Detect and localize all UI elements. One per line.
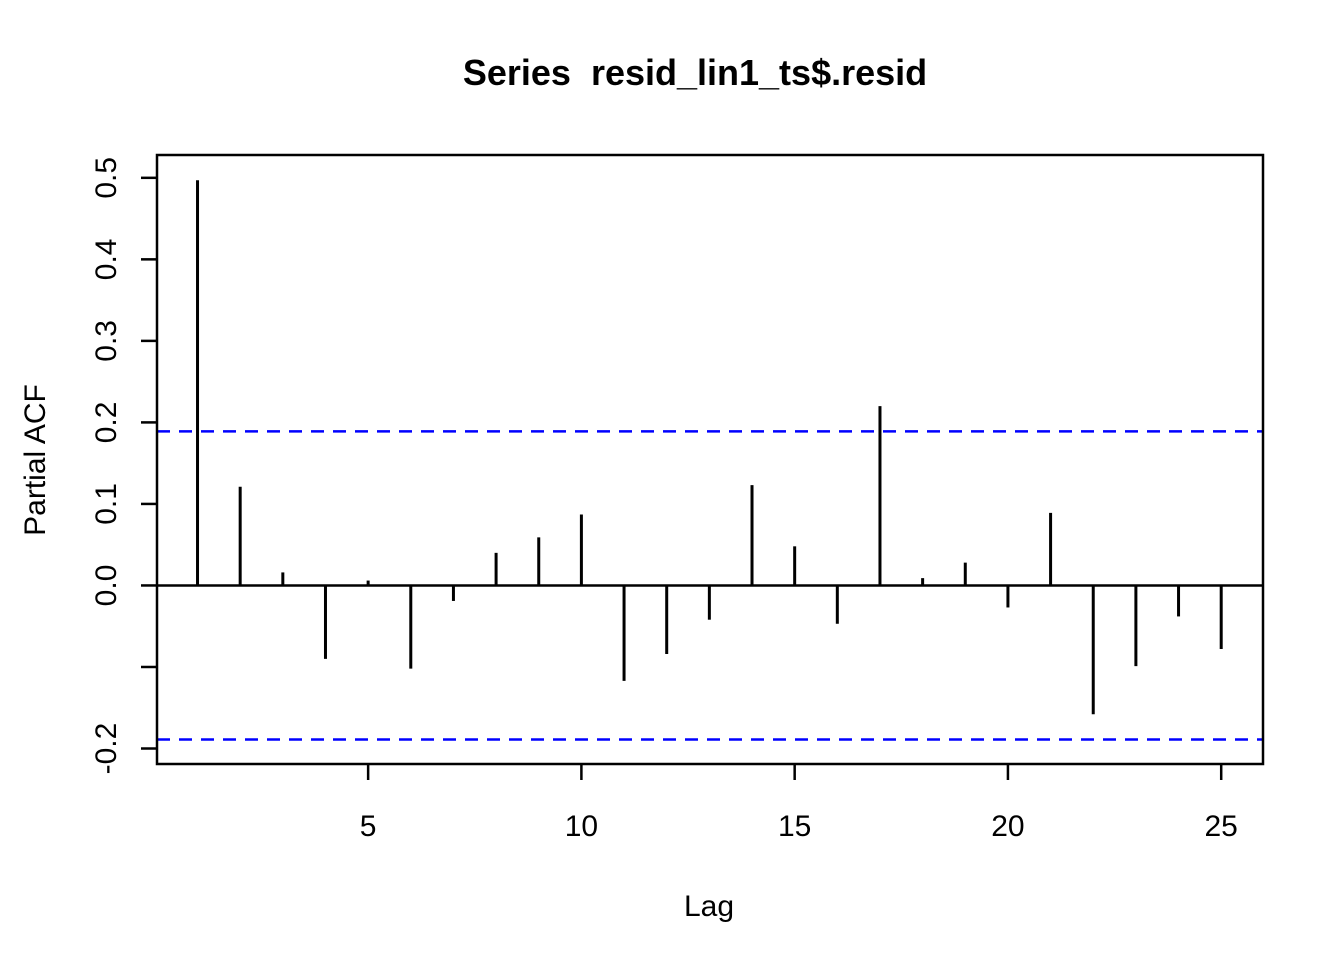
confidence-lines-group bbox=[157, 430, 1263, 741]
x-axis-group: 5 10 15 20 25 bbox=[360, 764, 1238, 843]
y-tick-label-0.5: 0.5 bbox=[90, 157, 123, 199]
y-tick-label-0.4: 0.4 bbox=[90, 238, 123, 280]
y-tick-label--0.2: -0.2 bbox=[90, 723, 123, 775]
x-tick-label-20: 20 bbox=[991, 810, 1024, 843]
bars-group bbox=[157, 180, 1263, 715]
y-tick-label-0.1: 0.1 bbox=[90, 483, 123, 525]
x-tick-label-15: 15 bbox=[778, 810, 811, 843]
x-tick-label-25: 25 bbox=[1205, 810, 1238, 843]
y-axis-label: Partial ACF bbox=[19, 384, 52, 536]
y-tick-label-0.2: 0.2 bbox=[90, 402, 123, 444]
y-axis-group: 0.5 0.4 0.3 0.2 0.1 0.0 -0.2 bbox=[90, 157, 157, 774]
y-tick-label-0.3: 0.3 bbox=[90, 320, 123, 362]
x-tick-label-10: 10 bbox=[565, 810, 598, 843]
chart-title: Series resid_lin1_ts$.resid bbox=[463, 52, 927, 93]
x-axis-label: Lag bbox=[684, 890, 734, 923]
x-tick-label-5: 5 bbox=[360, 810, 377, 843]
y-tick-label-0.0: 0.0 bbox=[90, 565, 123, 607]
plot-border bbox=[155, 153, 1265, 766]
